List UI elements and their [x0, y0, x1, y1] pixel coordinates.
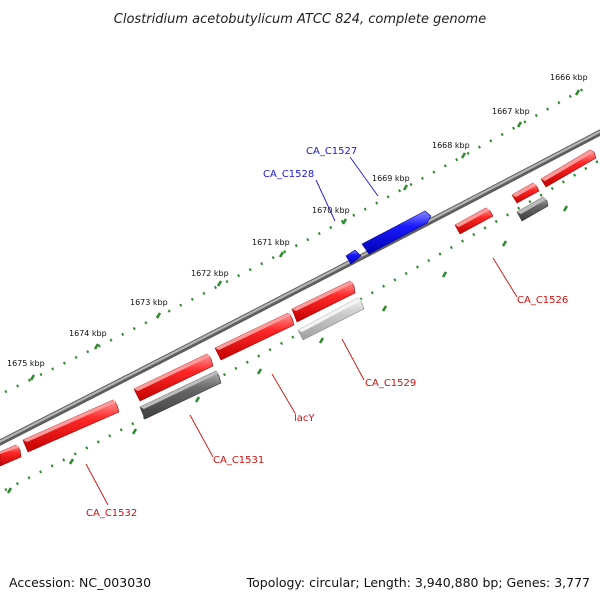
- gene-label-ca-c1529[interactable]: CA_C1529: [365, 378, 416, 389]
- gene-label-ca-c1527[interactable]: CA_C1527: [306, 146, 357, 157]
- outer-tick-ring: [4, 86, 586, 394]
- gene-label-ca-c1531[interactable]: CA_C1531: [213, 455, 264, 466]
- scale-label: 1670 kbp: [312, 206, 350, 215]
- gene-lacy[interactable]: [214, 312, 295, 361]
- map-title: Clostridium acetobutylicum ATCC 824, com…: [114, 12, 486, 27]
- scale-label: 1671 kbp: [252, 238, 290, 247]
- gene-label-ca-c1528[interactable]: CA_C1528: [263, 169, 314, 180]
- gene-label-ca-c1532[interactable]: CA_C1532: [86, 508, 137, 519]
- scale-labels: 1666 kbp 1667 kbp 1668 kbp 1669 kbp 1670…: [7, 73, 588, 368]
- gene-segment[interactable]: [540, 149, 597, 188]
- gene-ca-c1526[interactable]: [454, 207, 494, 235]
- gene-label-lacy[interactable]: lacY: [294, 413, 315, 424]
- inner-major-ticks: [6, 205, 569, 494]
- gene-label-ca-c1526[interactable]: CA_C1526: [517, 295, 568, 306]
- forward-genes: [345, 209, 432, 265]
- genome-backbone: [0, 129, 600, 446]
- gene-ca-c1529[interactable]: [297, 297, 365, 341]
- label-leaders: [85, 156, 518, 506]
- gene-ca-c1528[interactable]: [345, 249, 362, 265]
- gene-segment[interactable]: [511, 182, 540, 204]
- genome-summary-text: Topology: circular; Length: 3,940,880 bp…: [246, 575, 590, 590]
- gene-labels: CA_C1527 CA_C1528 CA_C1526 CA_C1529 lacY…: [86, 146, 568, 519]
- gene-segment[interactable]: [291, 280, 356, 323]
- gene-segment[interactable]: [0, 444, 22, 467]
- gene-ca-c1527[interactable]: [361, 209, 432, 255]
- scale-label: 1675 kbp: [7, 359, 45, 368]
- gene-ca-c1531[interactable]: [139, 370, 222, 420]
- scale-label: 1666 kbp: [550, 73, 588, 82]
- gene-ca-c1532[interactable]: [22, 399, 120, 453]
- reverse-genes: [0, 149, 597, 467]
- scale-label: 1669 kbp: [372, 174, 410, 183]
- accession-text: Accession: NC_003030: [9, 575, 151, 590]
- scale-label: 1672 kbp: [191, 269, 229, 278]
- scale-label: 1667 kbp: [492, 107, 530, 116]
- scale-label: 1674 kbp: [69, 329, 107, 338]
- inner-tick-ring: [4, 158, 600, 492]
- gene-segment[interactable]: [133, 353, 214, 402]
- scale-label: 1668 kbp: [432, 141, 470, 150]
- gene-segment[interactable]: [516, 196, 549, 222]
- outer-major-ticks: [29, 89, 581, 381]
- scale-label: 1673 kbp: [130, 298, 168, 307]
